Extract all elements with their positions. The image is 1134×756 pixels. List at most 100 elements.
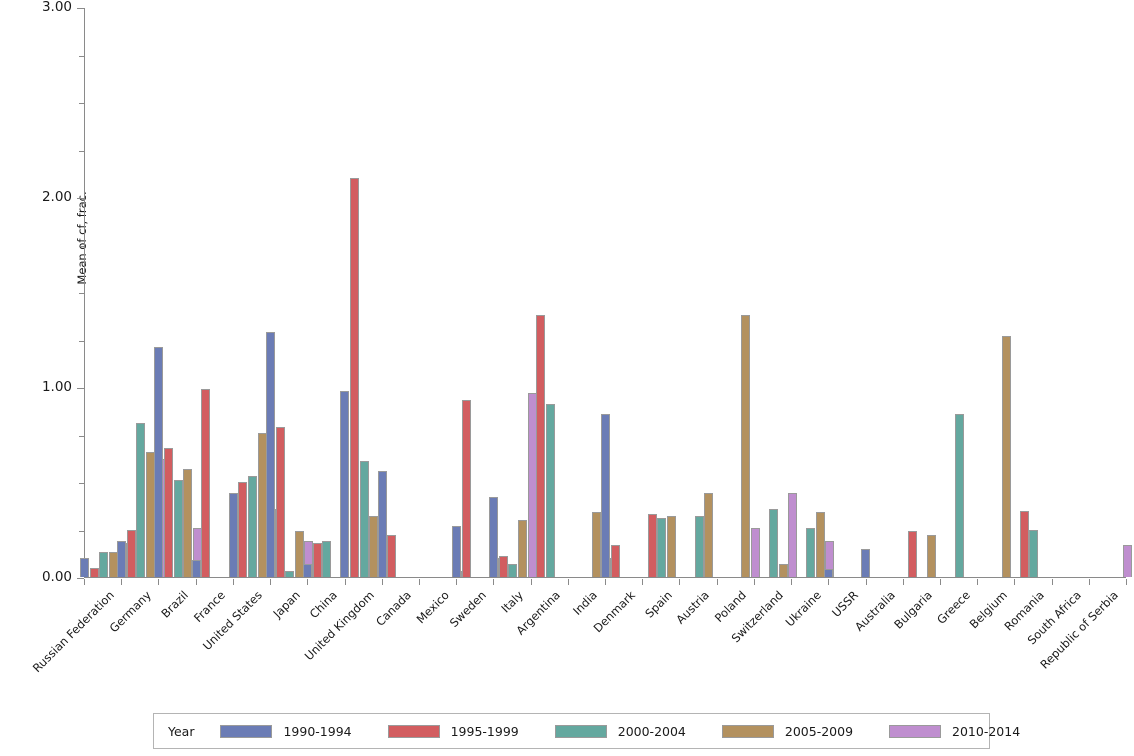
x-axis-tick [121,579,123,585]
bar-group [787,8,835,577]
legend-item[interactable]: 2010-2014 [889,724,1020,739]
legend-item[interactable]: 1990-1994 [220,723,352,739]
x-axis-tick [1014,579,1016,585]
x-axis-tick [84,579,85,585]
x-axis-category-label-text: Austria [673,588,712,627]
x-axis-tick [753,579,755,585]
bar [173,480,183,577]
bar [778,563,788,577]
x-axis-tick [1088,579,1090,585]
y-axis-major-tick [77,8,84,9]
bar [825,540,835,577]
x-axis-category-label-text: India [570,588,601,618]
bar [1001,335,1011,577]
bar-group [1010,8,1057,577]
bar [955,413,965,577]
bar [1029,529,1039,577]
x-axis-tick [493,579,495,585]
bar [461,400,471,577]
bar [377,470,387,577]
bar [750,527,760,577]
bar [927,535,937,577]
y-axis-minor-tick [79,293,84,294]
x-axis-tick [716,579,718,585]
bar [117,540,127,577]
bar [1019,510,1029,577]
x-axis-category-label-text: Russian Federation [29,588,117,676]
y-axis-minor-tick [79,245,84,247]
bar [806,527,816,577]
y-axis-tick-label: 0.00 [41,569,72,585]
y-axis-tick-label: 2.00 [41,189,72,205]
bar-group [600,8,648,577]
bar [861,548,871,577]
bar [322,540,332,577]
bar [191,559,201,577]
bar [154,347,164,577]
x-axis-tick [567,579,569,585]
bar-group [750,8,798,577]
bar [452,525,462,577]
bar-group [899,8,946,577]
bar [285,571,295,577]
x-axis-tick [381,579,383,585]
bar [99,552,109,577]
x-axis-tick [232,579,234,585]
bar [788,493,798,577]
bar [666,516,676,577]
bar [79,558,89,577]
bar [201,388,211,577]
y-axis-minor-tick [79,483,84,484]
bar [312,542,322,577]
y-axis-major-tick [77,388,84,389]
y-axis-minor-tick [79,150,84,152]
bar [247,476,257,577]
legend-swatch [889,724,942,738]
bar [228,493,238,577]
bar-group [713,8,760,577]
bar-group [973,8,1020,577]
bar [600,413,610,577]
bar [183,468,193,577]
x-axis-category-label-text: Mexico [413,588,452,627]
bar [518,520,528,577]
bar [387,535,397,577]
x-axis-tick [344,579,346,585]
y-axis-major-tick [77,578,84,579]
bar [704,493,714,577]
y-axis-minor-tick [79,103,84,104]
x-axis-category-label-text: Spain [642,588,675,621]
x-axis-tick [642,579,644,585]
bar [294,531,304,577]
bar-group [265,8,314,577]
legend-item[interactable]: 2000-2004 [554,723,686,739]
x-axis-tick [158,579,160,585]
legend-label: 2005-2009 [784,723,854,739]
legend-label: 2000-2004 [617,723,686,739]
chart-legend: Year 1990-1994 1995-1999 2000-2004 2005-200… [153,713,1020,749]
y-axis-major-tick [77,198,84,199]
legend-swatch [387,724,440,738]
x-axis-category-label-text: Brazil [158,588,191,621]
x-axis-tick [456,579,458,585]
bar [89,567,99,577]
legend-label: 1990-1994 [283,723,352,739]
bar [536,314,546,577]
x-axis-category-label-text: China [306,588,340,622]
bar [694,516,704,577]
x-axis-tick [939,579,941,585]
legend-item[interactable]: 1995-1999 [387,724,519,739]
bar [657,518,667,577]
bar-group [861,8,908,577]
bar [1123,544,1133,577]
x-axis-tick [977,579,979,585]
legend-swatch [554,724,607,738]
bar [350,178,359,577]
legend-swatch [721,724,774,738]
bar [303,563,313,577]
y-axis-minor-tick [79,530,84,532]
legend-label: 2010-2014 [952,723,1021,739]
x-axis-category-label-text: United Kingdom [301,588,377,664]
legend-item[interactable]: 2005-2009 [721,723,854,739]
bar-group [675,8,722,577]
